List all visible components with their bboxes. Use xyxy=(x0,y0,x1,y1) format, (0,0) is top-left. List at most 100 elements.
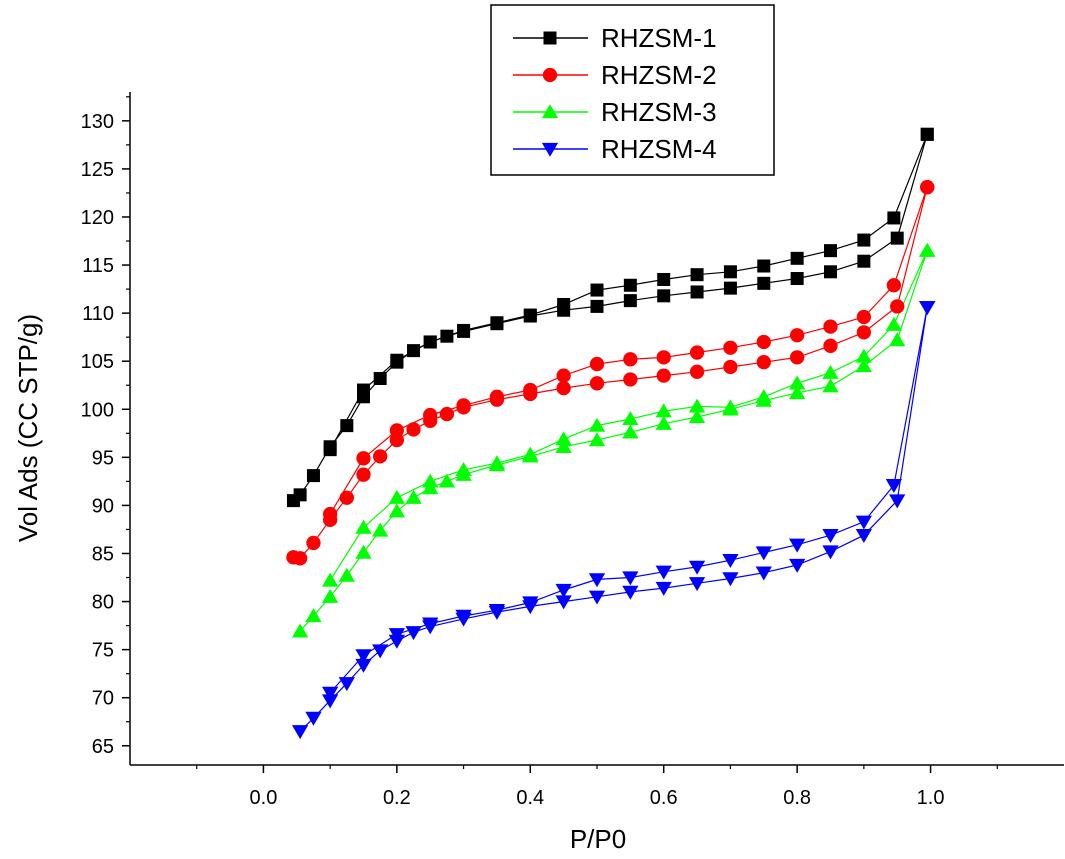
rhzsm-1-desorption-point xyxy=(357,383,370,397)
rhzsm-1-adsorption-point xyxy=(306,469,320,483)
rhzsm-4-adsorption-point xyxy=(588,590,606,605)
rhzsm-2-adsorption-point xyxy=(589,376,605,391)
rhzsm-1-desorption-line xyxy=(329,134,928,450)
rhzsm-1-desorption-point xyxy=(757,259,771,273)
rhzsm-2-desorption-point xyxy=(723,340,738,355)
rhzsm-2-desorption-point xyxy=(356,451,371,466)
rhzsm-4-desorption-point xyxy=(822,529,839,544)
rhzsm-3-desorption-point xyxy=(722,399,739,414)
rhzsm-3-adsorption-point xyxy=(789,385,806,400)
rhzsm-4-desorption-point xyxy=(855,515,872,530)
rhzsm-3-adsorption-point xyxy=(822,378,839,393)
rhzsm-4-adsorption-point xyxy=(291,725,309,740)
rhzsm-1-desorption-point xyxy=(423,335,437,349)
y-tick-label: 105 xyxy=(81,351,114,373)
y-tick-label: 120 xyxy=(81,207,114,229)
rhzsm-1-desorption-point xyxy=(920,127,934,141)
x-tick-label: 0.6 xyxy=(650,787,678,809)
rhzsm-1-desorption-point xyxy=(457,323,471,337)
rhzsm-3-adsorption-point xyxy=(889,332,906,347)
rhzsm-4-desorption-point xyxy=(322,686,339,701)
rhzsm-4-adsorption-point xyxy=(889,494,906,509)
rhzsm-2-adsorption-point xyxy=(789,350,805,365)
rhzsm-1-desorption-point xyxy=(623,278,637,292)
rhzsm-4-desorption-point xyxy=(755,546,772,561)
rhzsm-3-adsorption-point xyxy=(555,438,572,453)
x-tick-label: 0.8 xyxy=(783,787,811,809)
y-tick-label: 85 xyxy=(92,543,114,565)
rhzsm-4-adsorption-point xyxy=(355,658,372,673)
rhzsm-2-adsorption-point xyxy=(556,380,571,396)
y-tick-label: 90 xyxy=(92,495,114,517)
rhzsm-2-desorption-point xyxy=(856,309,872,325)
rhzsm-3-adsorption-point xyxy=(855,358,872,373)
rhzsm-4-desorption-point xyxy=(522,596,539,611)
rhzsm-2-adsorption-point xyxy=(356,467,371,482)
legend-label-rhzsm-2: RHZSM-2 xyxy=(601,60,717,90)
rhzsm-1-adsorption-point xyxy=(790,272,804,286)
rhzsm-4-adsorption-point xyxy=(372,644,389,659)
rhzsm-2-desorption-point xyxy=(489,389,505,404)
legend-marker-rhzsm-4 xyxy=(541,142,559,157)
y-tick-label: 65 xyxy=(92,736,114,758)
plot-markers xyxy=(286,127,936,740)
rhzsm-3-adsorption-point xyxy=(322,588,339,603)
rhzsm-2-adsorption-point xyxy=(723,359,738,375)
rhzsm-1-adsorption-point xyxy=(590,299,604,313)
y-tick-label: 80 xyxy=(92,592,114,614)
rhzsm-4-desorption-point xyxy=(355,649,372,664)
rhzsm-1-desorption-point xyxy=(723,265,737,279)
rhzsm-2-desorption-point xyxy=(689,345,705,360)
rhzsm-4-desorption-point xyxy=(555,583,572,598)
rhzsm-4-desorption-point xyxy=(655,565,672,580)
rhzsm-2-desorption-point xyxy=(556,368,571,383)
rhzsm-2-adsorption-point xyxy=(373,449,388,464)
legend-marker-rhzsm-1 xyxy=(543,31,557,45)
rhzsm-4-adsorption-point xyxy=(655,581,672,596)
rhzsm-1-adsorption-point xyxy=(824,265,837,279)
rhzsm-2-desorption-point xyxy=(789,328,805,343)
rhzsm-4-adsorption-point xyxy=(822,545,839,560)
rhzsm-1-desorption-point xyxy=(390,353,404,367)
rhzsm-1-desorption-point xyxy=(857,233,871,247)
rhzsm-3-desorption-point xyxy=(422,473,439,488)
rhzsm-1-adsorption-point xyxy=(623,294,637,308)
rhzsm-1-adsorption-point xyxy=(407,344,421,358)
rhzsm-3-desorption-point xyxy=(488,455,506,470)
x-tick-label: 0.2 xyxy=(383,787,411,809)
rhzsm-2-adsorption-point xyxy=(439,406,455,422)
rhzsm-4-desorption-point xyxy=(722,554,739,569)
rhzsm-2-adsorption-point xyxy=(656,368,671,383)
y-tick-label: 75 xyxy=(92,640,114,662)
rhzsm-1-adsorption-point xyxy=(293,488,307,502)
rhzsm-1-adsorption-point xyxy=(340,419,354,433)
legend-label-rhzsm-4: RHZSM-4 xyxy=(601,134,717,164)
ticks: 0.0 0.2 0.4 0.6 0.8 1.0 65 70 75 80 85 90 95 100 105 11… xyxy=(81,96,998,809)
rhzsm-2-adsorption-point xyxy=(689,364,705,379)
rhzsm-3-adsorption-point xyxy=(355,544,372,559)
x-tick-label: 0.4 xyxy=(516,787,544,809)
rhzsm-3-desorption-point xyxy=(919,242,936,257)
rhzsm-1-adsorption-line xyxy=(293,134,928,502)
rhzsm-3-adsorption-point xyxy=(372,522,389,537)
x-tick-label: 1.0 xyxy=(917,787,945,809)
rhzsm-1-desorption-point xyxy=(790,251,804,265)
rhzsm-2-desorption-point xyxy=(456,398,471,413)
rhzsm-3-desorption-point xyxy=(355,519,372,534)
x-axis-title: P/P0 xyxy=(570,824,626,854)
rhzsm-3-adsorption-point xyxy=(588,432,606,447)
y-tick-label: 125 xyxy=(81,159,114,181)
rhzsm-2-desorption-point xyxy=(589,356,605,372)
rhzsm-2-desorption-point xyxy=(656,350,671,365)
rhzsm-1-adsorption-point xyxy=(723,281,737,295)
y-axis-title: Vol Ads (CC STP/g) xyxy=(13,314,43,542)
plot-lines xyxy=(293,134,928,732)
rhzsm-1-adsorption-point xyxy=(690,285,704,299)
rhzsm-4-adsorption-point xyxy=(688,577,706,592)
rhzsm-1-desorption-point xyxy=(523,308,537,322)
rhzsm-4-desorption-point xyxy=(885,479,903,494)
rhzsm-3-adsorption-point xyxy=(655,415,672,430)
y-tick-label: 115 xyxy=(82,255,114,277)
rhzsm-4-desorption-point xyxy=(388,628,405,643)
y-tick-label: 70 xyxy=(92,688,114,710)
